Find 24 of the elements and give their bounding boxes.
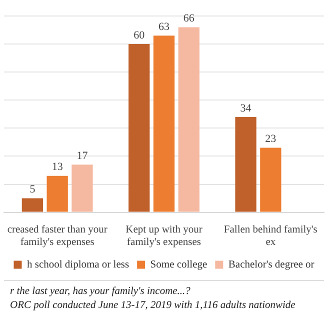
bar — [46, 176, 68, 212]
legend-label: Some college — [150, 260, 208, 270]
bar — [153, 36, 175, 212]
data-label: 63 — [158, 21, 170, 34]
data-label: 60 — [134, 29, 146, 42]
text: r the last year, has your family's income...? — [10, 285, 192, 299]
bar — [235, 116, 256, 212]
bar — [128, 44, 150, 212]
bar — [178, 27, 200, 212]
x-tick-label: Kept up with your family's expenses — [126, 224, 203, 248]
data-label: 13 — [52, 161, 64, 174]
legend-label: Bachelor's degree or — [228, 260, 315, 270]
bar — [72, 164, 93, 212]
x-tick-label: Fallen behind family's ex — [224, 224, 318, 248]
data-label: 23 — [265, 133, 277, 146]
bar — [260, 148, 282, 212]
data-label: 34 — [240, 102, 252, 114]
data-label: 17 — [76, 150, 88, 162]
text: ORC poll conducted June 13-17, 2019 with 1,116 adults nationwide — [10, 299, 296, 314]
data-label: 5 — [30, 184, 36, 196]
bar — [22, 198, 44, 212]
legend-label: h school diploma or less — [26, 260, 130, 270]
data-label: 66 — [183, 12, 195, 25]
x-tick-label: creased faster than your family's expenses — [7, 224, 108, 248]
